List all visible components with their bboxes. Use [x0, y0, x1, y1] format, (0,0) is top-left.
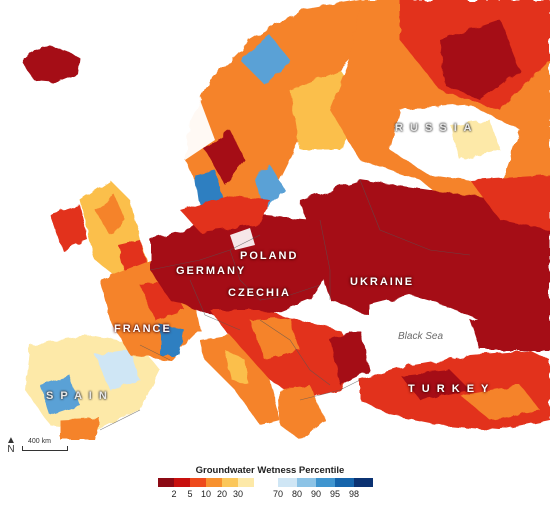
legend-swatch-wet — [335, 478, 354, 487]
legend-swatch-dry — [222, 478, 238, 487]
legend: Groundwater Wetness Percentile 2 5 10 20 30 7… — [150, 463, 390, 507]
label-poland: POLAND — [240, 250, 299, 262]
balkans-region — [210, 310, 360, 400]
map-canvas — [22, 0, 550, 440]
north-label: N — [7, 444, 15, 455]
label-france: FRANCE — [114, 323, 172, 335]
groundwater-map: R U S S I A POLAND GERMANY CZECHIA UKRAI… — [6, 0, 550, 455]
legend-swatch-dry — [190, 478, 206, 487]
label-black-sea: Black Sea — [398, 331, 444, 342]
scale-label: 400 km — [28, 438, 51, 445]
legend-swatch-wet — [354, 478, 373, 487]
legend-tick-label: 30 — [232, 489, 243, 499]
ukraine-region — [300, 180, 550, 330]
legend-tick-label: 95 — [329, 489, 340, 499]
scale-bar — [22, 446, 68, 451]
central-europe-region — [150, 215, 330, 320]
label-czechia: CZECHIA — [228, 287, 291, 299]
legend-tick-label: 98 — [348, 489, 359, 499]
iceland-region — [22, 46, 80, 82]
legend-swatch-dry — [158, 478, 174, 487]
legend-tick-label: 20 — [216, 489, 227, 499]
legend-swatch-dry — [174, 478, 190, 487]
black-sea — [370, 295, 460, 370]
legend-tick-label: 90 — [310, 489, 321, 499]
north-arrow-icon: ▲ N — [6, 435, 16, 455]
label-russia: R U S S I A — [395, 122, 474, 134]
legend-tick-label: 10 — [200, 489, 211, 499]
label-turkey: T U R K E Y — [408, 383, 491, 395]
label-spain: S P A I N — [46, 390, 109, 402]
legend-swatch-dry — [206, 478, 222, 487]
legend-tick-label: 2 — [171, 489, 177, 499]
legend-swatch-dry — [238, 478, 254, 487]
label-germany: GERMANY — [176, 265, 247, 277]
land-areas — [22, 0, 550, 440]
legend-tick-label: 70 — [272, 489, 283, 499]
legend-swatch-wet — [278, 478, 297, 487]
label-ukraine: UKRAINE — [350, 276, 415, 288]
legend-swatch-wet — [297, 478, 316, 487]
legend-tick-label: 80 — [291, 489, 302, 499]
country-borders — [99, 179, 471, 431]
legend-swatch-wet — [316, 478, 335, 487]
legend-tick-label: 5 — [187, 489, 193, 499]
legend-title: Groundwater Wetness Percentile — [195, 465, 345, 476]
